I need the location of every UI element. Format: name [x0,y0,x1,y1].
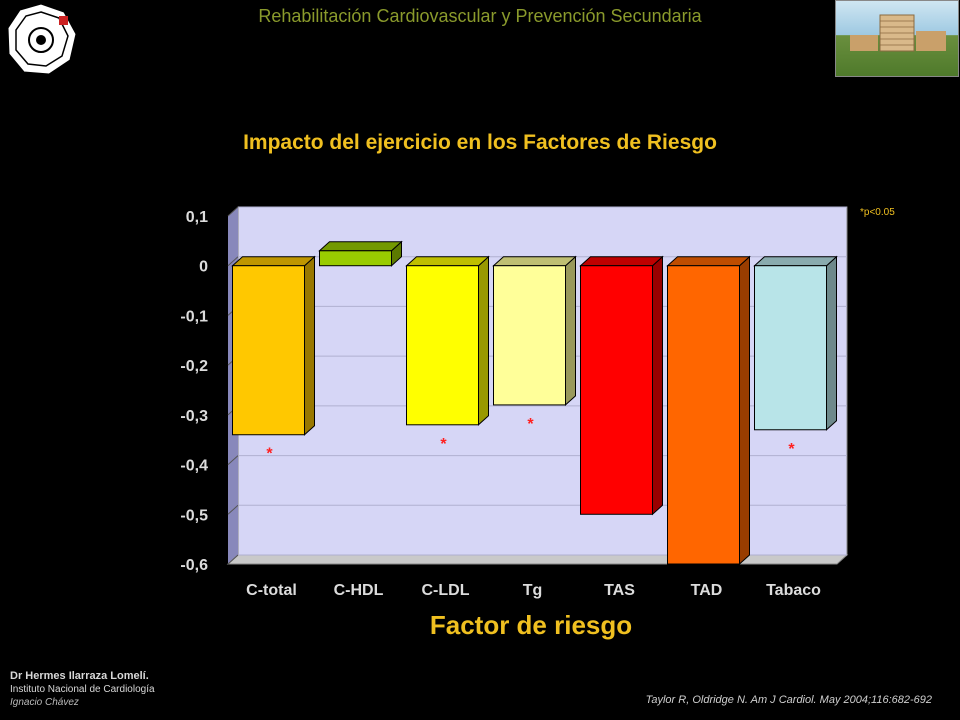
bar-side [304,255,315,436]
significance-marker: * [788,441,795,458]
x-tick-label: TAS [604,582,635,599]
hospital-building-photo [835,0,959,77]
x-tick-label: TAD [691,582,723,599]
gridline-diagonal [227,554,239,565]
bar-top [579,256,664,267]
institution-line-2: Ignacio Chávez [10,697,79,708]
plot-floor [226,554,849,565]
bar-side [826,255,837,431]
bar-c-total [231,255,316,436]
x-tick-label: Tg [523,582,543,599]
author-name: Dr Hermes Ilarraza Lomelí. [10,670,149,682]
author-block: Dr Hermes Ilarraza Lomelí. Instituto Nac… [10,670,155,709]
bar-front [754,265,827,431]
y-tick-label: 0 [199,259,208,276]
y-tick-label: -0,5 [180,507,208,524]
bar-side [739,255,750,566]
bar-front [406,265,479,426]
bar-c-ldl [405,255,490,426]
y-tick-label: -0,1 [180,308,208,325]
y-tick-label: -0,6 [180,557,208,574]
bar-side [565,255,576,407]
y-tick-label: 0,1 [186,209,208,226]
bar-front [493,265,566,406]
gridline-diagonal [227,206,239,217]
gridline-diagonal [227,256,239,267]
bar-top [231,256,316,267]
x-tick-label: C-LDL [422,582,470,599]
bar-front [580,265,653,515]
institution-seal-icon [7,3,77,75]
bar-top [492,256,577,267]
bar-side [652,255,663,516]
bar-tad [666,255,751,566]
bar-front [232,265,305,436]
y-tick-label: -0,2 [180,358,208,375]
bar-tg [492,255,577,407]
bar-tas [579,255,664,516]
x-tick-label: C-HDL [334,582,384,599]
bar-front [319,250,392,267]
bar-top [405,256,490,267]
citation: Taylor R, Oldridge N. Am J Cardiol. May … [645,694,932,706]
bar-front [667,265,740,565]
bar-side [478,255,489,426]
gridline-diagonal [227,504,239,515]
bar-c-hdl [318,240,403,267]
slide-header-title: Rehabilitación Cardiovascular y Prevenci… [258,6,702,26]
y-tick-label: -0,4 [180,458,208,475]
bar-top [753,256,838,267]
x-tick-label: Tabaco [766,582,821,599]
y-tick-label: -0,3 [180,408,208,425]
bar-top [666,256,751,267]
chart-title: Impacto del ejercicio en los Factores de… [243,131,717,154]
bar-top [318,241,403,252]
significance-marker: * [266,446,273,463]
x-axis-label: Factor de riesgo [429,610,633,640]
institution-line-1: Instituto Nacional de Cardiología [10,684,155,695]
x-tick-label: C-total [246,582,297,599]
bar-tabaco [753,255,838,431]
gridline-diagonal [227,455,239,465]
significance-marker: * [527,416,534,433]
significance-note: *p<0.05 [860,207,895,218]
significance-marker: * [440,436,447,453]
